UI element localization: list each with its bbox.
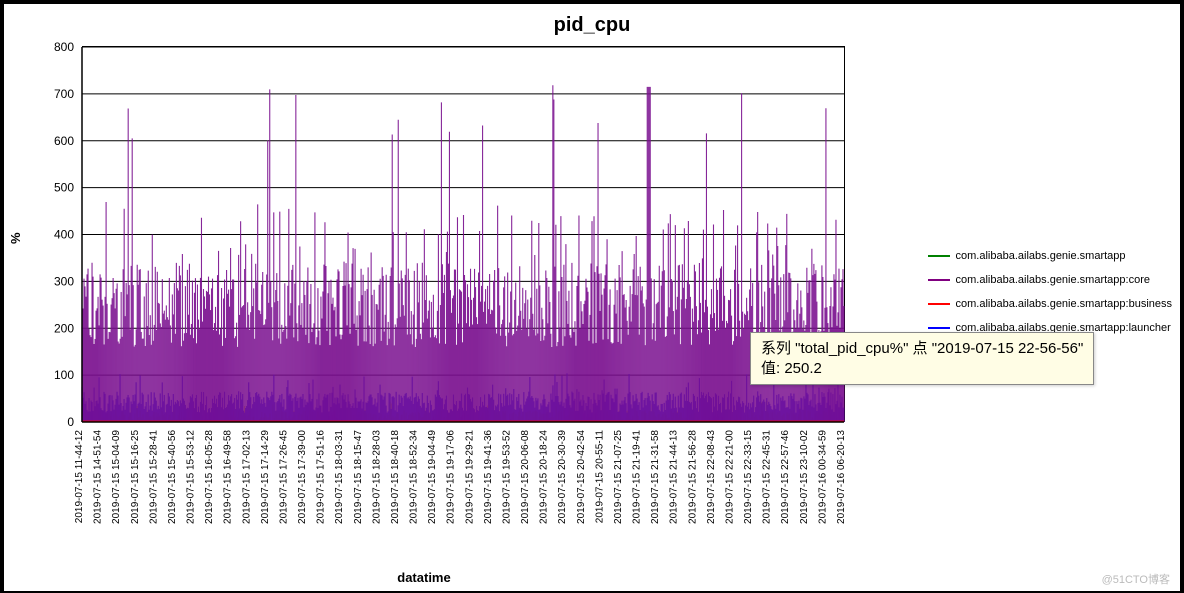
svg-text:2019-07-15 19-29-21: 2019-07-15 19-29-21 [464,430,475,524]
svg-text:2019-07-15 22-57-46: 2019-07-15 22-57-46 [780,430,791,524]
svg-text:2019-07-15 18-15-47: 2019-07-15 18-15-47 [353,430,364,524]
svg-text:2019-07-15 18-40-18: 2019-07-15 18-40-18 [390,430,401,524]
svg-text:2019-07-15 16-05-28: 2019-07-15 16-05-28 [204,430,215,524]
legend-label: com.alibaba.ailabs.genie.smartapp:core [956,274,1150,286]
svg-text:2019-07-15 11-44-12: 2019-07-15 11-44-12 [74,430,85,524]
svg-text:100: 100 [54,368,74,382]
legend-item[interactable]: com.alibaba.ailabs.genie.smartapp [928,244,1172,268]
svg-text:2019-07-15 19-04-49: 2019-07-15 19-04-49 [427,430,438,524]
legend-item[interactable]: com.alibaba.ailabs.genie.smartapp:core [928,268,1172,292]
legend-swatch [928,279,950,281]
svg-text:2019-07-15 21-31-58: 2019-07-15 21-31-58 [650,430,661,524]
svg-text:2019-07-15 19-53-52: 2019-07-15 19-53-52 [501,430,512,524]
svg-text:500: 500 [54,181,74,195]
svg-text:2019-07-15 21-56-28: 2019-07-15 21-56-28 [687,430,698,524]
svg-text:2019-07-15 16-49-58: 2019-07-15 16-49-58 [223,430,234,524]
svg-text:2019-07-15 23-10-02: 2019-07-15 23-10-02 [799,430,810,524]
svg-text:2019-07-15 19-17-06: 2019-07-15 19-17-06 [446,430,457,524]
svg-text:2019-07-15 18-52-34: 2019-07-15 18-52-34 [409,430,420,524]
hover-tooltip: 系列 "total_pid_cpu%" 点 "2019-07-15 22-56-… [750,332,1094,385]
x-axis-label: datatime [4,570,844,585]
svg-text:2019-07-15 15-16-25: 2019-07-15 15-16-25 [130,430,141,524]
svg-text:2019-07-15 18-03-31: 2019-07-15 18-03-31 [334,430,345,524]
svg-text:2019-07-15 22-08-43: 2019-07-15 22-08-43 [706,430,717,524]
svg-text:2019-07-15 21-19-41: 2019-07-15 21-19-41 [632,430,643,524]
chart-frame: pid_cpu % 01002003004005006007008002019-… [0,0,1184,593]
svg-text:2019-07-15 15-28-41: 2019-07-15 15-28-41 [148,430,159,524]
svg-text:400: 400 [54,228,74,242]
svg-text:2019-07-15 19-41-36: 2019-07-15 19-41-36 [483,430,494,524]
legend-swatch [928,303,950,305]
watermark: @51CTO博客 [1102,571,1170,587]
svg-text:2019-07-15 14-51-54: 2019-07-15 14-51-54 [93,430,104,524]
svg-text:2019-07-15 17-26-45: 2019-07-15 17-26-45 [278,430,289,524]
legend-label: com.alibaba.ailabs.genie.smartapp [956,250,1126,262]
legend-swatch [928,255,950,257]
svg-text:600: 600 [54,134,74,148]
svg-text:2019-07-15 17-39-00: 2019-07-15 17-39-00 [297,430,308,524]
plot-area: 01002003004005006007008002019-07-15 11-4… [82,46,845,422]
tooltip-line1: 系列 "total_pid_cpu%" 点 "2019-07-15 22-56-… [761,339,1083,359]
svg-text:2019-07-15 17-51-16: 2019-07-15 17-51-16 [316,430,327,524]
svg-text:2019-07-15 21-44-13: 2019-07-15 21-44-13 [669,430,680,524]
svg-text:200: 200 [54,321,74,335]
svg-text:2019-07-15 20-42-54: 2019-07-15 20-42-54 [576,430,587,524]
svg-text:0: 0 [67,415,74,429]
svg-text:800: 800 [54,40,74,54]
svg-text:2019-07-15 22-21-00: 2019-07-15 22-21-00 [724,430,735,524]
svg-text:2019-07-16 00-34-59: 2019-07-16 00-34-59 [817,430,828,524]
svg-text:2019-07-16 06-20-13: 2019-07-16 06-20-13 [836,430,847,524]
svg-text:2019-07-15 17-02-13: 2019-07-15 17-02-13 [241,430,252,524]
legend-label: com.alibaba.ailabs.genie.smartapp:busine… [956,298,1172,310]
svg-text:2019-07-15 20-06-08: 2019-07-15 20-06-08 [520,430,531,524]
svg-text:2019-07-15 20-55-11: 2019-07-15 20-55-11 [594,430,605,524]
legend-swatch [928,327,950,329]
legend-item[interactable]: com.alibaba.ailabs.genie.smartapp:busine… [928,292,1172,316]
svg-text:2019-07-15 22-45-31: 2019-07-15 22-45-31 [762,430,773,524]
svg-text:2019-07-15 17-14-29: 2019-07-15 17-14-29 [260,430,271,524]
svg-text:2019-07-15 15-53-12: 2019-07-15 15-53-12 [186,430,197,524]
svg-text:2019-07-15 21-07-25: 2019-07-15 21-07-25 [613,430,624,524]
svg-text:700: 700 [54,87,74,101]
svg-text:2019-07-15 20-18-24: 2019-07-15 20-18-24 [539,430,550,524]
svg-text:2019-07-15 15-04-09: 2019-07-15 15-04-09 [111,430,122,524]
svg-text:2019-07-15 18-28-03: 2019-07-15 18-28-03 [371,430,382,524]
chart-title: pid_cpu [4,14,1180,37]
svg-text:2019-07-15 20-30-39: 2019-07-15 20-30-39 [557,430,568,524]
svg-text:2019-07-15 22-33-15: 2019-07-15 22-33-15 [743,430,754,524]
svg-text:2019-07-15 15-40-56: 2019-07-15 15-40-56 [167,430,178,524]
svg-text:300: 300 [54,274,74,288]
y-axis-label: % [8,232,23,244]
tooltip-line2: 值: 250.2 [761,359,1083,379]
